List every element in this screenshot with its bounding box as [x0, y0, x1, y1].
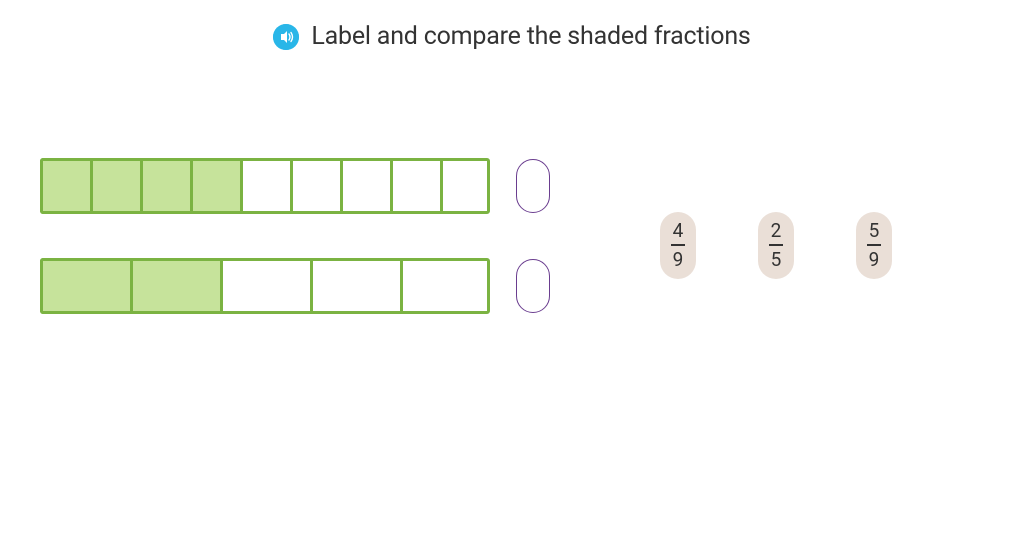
fraction-drop-slot[interactable]: [516, 159, 550, 213]
page-title: Label and compare the shaded fractions: [311, 22, 750, 51]
fraction-bar: [40, 258, 490, 314]
fraction-denominator: 9: [673, 250, 684, 269]
cell-unshaded: [390, 158, 440, 214]
fraction-denominator: 5: [771, 250, 782, 269]
cell-unshaded: [340, 158, 390, 214]
fraction-bar: [40, 158, 490, 214]
cell-shaded: [140, 158, 190, 214]
cell-unshaded: [290, 158, 340, 214]
audio-play-icon[interactable]: [273, 24, 299, 50]
fraction-bar-line: [769, 244, 783, 246]
cell-shaded: [190, 158, 240, 214]
fraction-numerator: 5: [869, 221, 880, 240]
work-area: [40, 158, 550, 314]
fraction-bar-line: [867, 244, 881, 246]
cell-unshaded: [310, 258, 400, 314]
header: Label and compare the shaded fractions: [0, 0, 1024, 51]
cell-unshaded: [220, 258, 310, 314]
cell-unshaded: [240, 158, 290, 214]
cell-shaded: [40, 158, 90, 214]
fraction-numerator: 4: [673, 221, 684, 240]
fraction-denominator: 9: [869, 250, 880, 269]
fraction-drop-slot[interactable]: [516, 259, 550, 313]
fraction-bar-line: [671, 244, 685, 246]
cell-unshaded: [400, 258, 490, 314]
fraction-options: 492559: [660, 212, 892, 279]
bar-row: [40, 258, 550, 314]
cell-unshaded: [440, 158, 490, 214]
fraction-chip[interactable]: 49: [660, 212, 696, 279]
cell-shaded: [130, 258, 220, 314]
fraction-chip[interactable]: 25: [758, 212, 794, 279]
fraction-numerator: 2: [771, 221, 782, 240]
cell-shaded: [90, 158, 140, 214]
cell-shaded: [40, 258, 130, 314]
bar-row: [40, 158, 550, 214]
fraction-chip[interactable]: 59: [856, 212, 892, 279]
